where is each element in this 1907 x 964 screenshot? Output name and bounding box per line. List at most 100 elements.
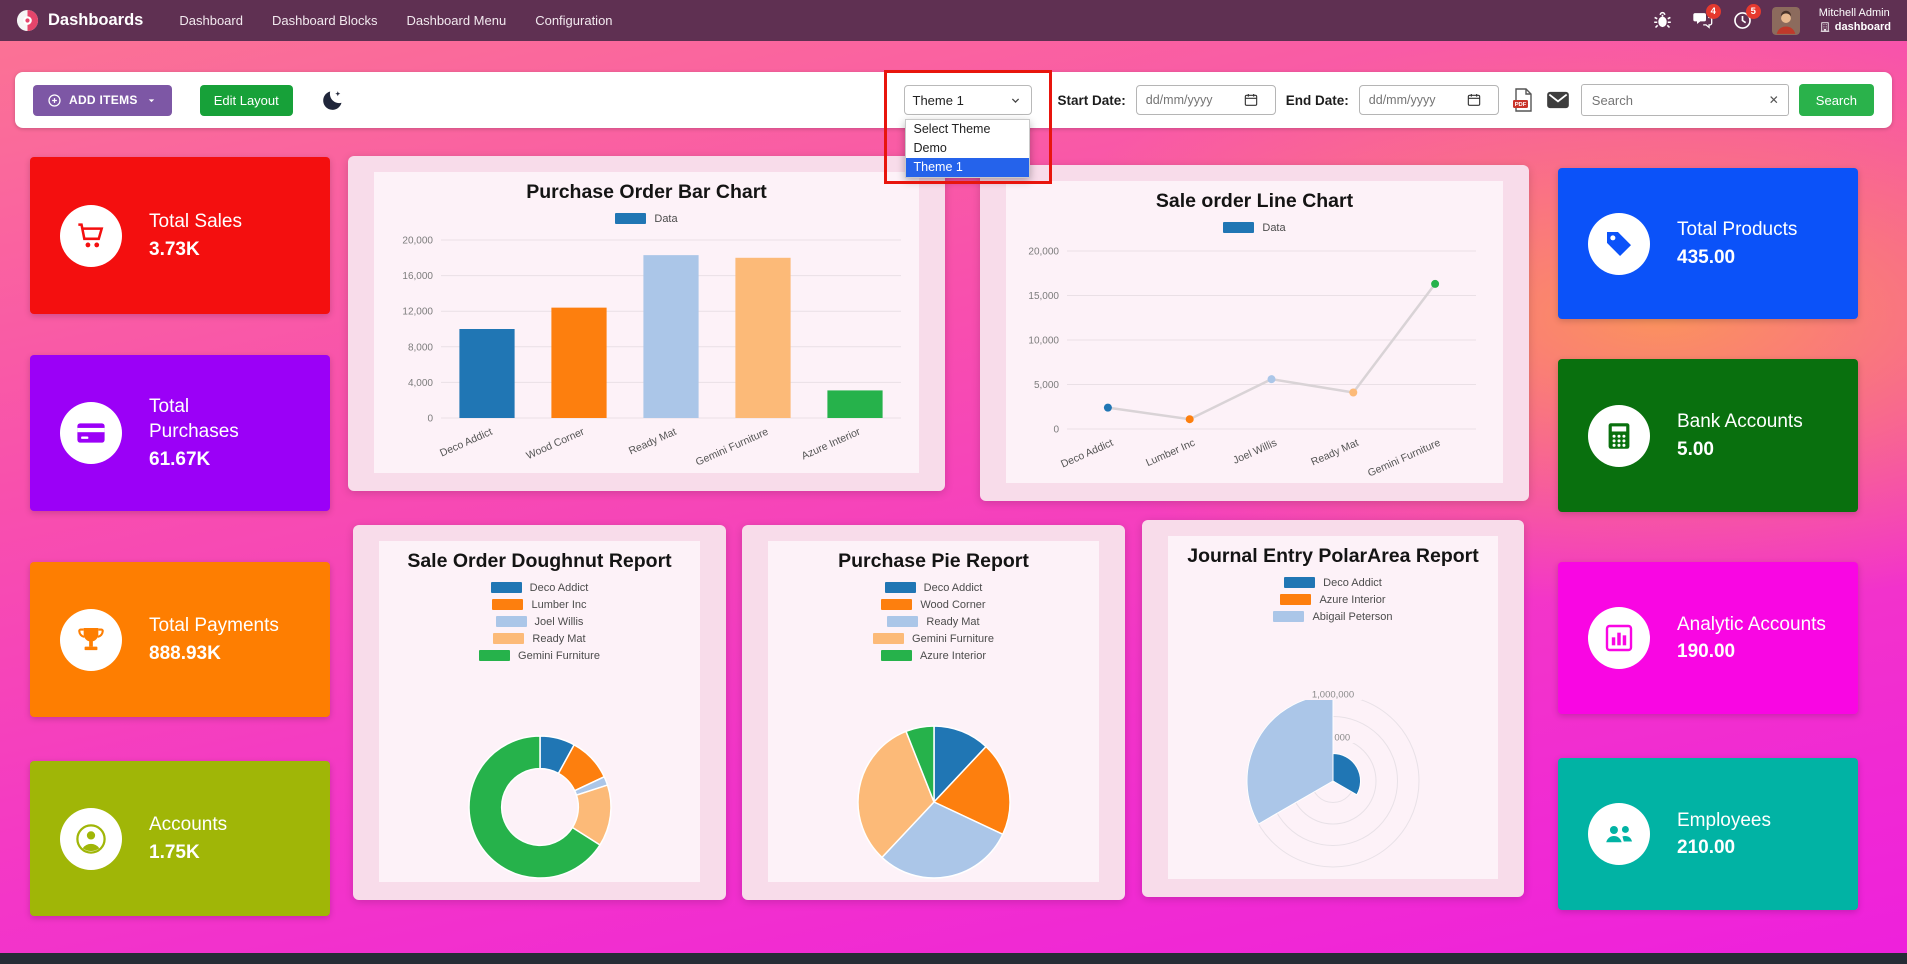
legend-color-chip <box>1223 222 1255 233</box>
chart-card-purchase-pie[interactable]: Purchase Pie Report Deco Addict Wood Corn… <box>742 525 1125 900</box>
user-avatar[interactable] <box>1771 6 1800 35</box>
calendar-icon[interactable] <box>1243 92 1259 108</box>
kpi-tile-employees[interactable]: Employees 210.00 <box>1558 758 1858 910</box>
export-pdf-icon[interactable]: PDF <box>1509 87 1535 113</box>
kpi-tile-total-products[interactable]: Total Products 435.00 <box>1558 168 1858 319</box>
tile-value: 190.00 <box>1677 641 1736 663</box>
theme-option[interactable]: Theme 1 <box>905 158 1029 177</box>
chart-legend: Deco Addict Azure Interior Abigail Peterso… <box>1273 574 1393 625</box>
messages-icon[interactable]: 4 <box>1692 4 1721 31</box>
legend-color-chip <box>490 582 522 593</box>
add-items-button[interactable]: ADD ITEMS <box>33 84 172 116</box>
legend-color-chip <box>615 213 647 224</box>
chart-card-sale-order-line[interactable]: Sale order Line Chart Data 0 5,000 10,000 1… <box>980 165 1529 501</box>
end-date-label: End Date: <box>1285 92 1349 108</box>
kpi-tile-total-purchases[interactable]: Total Purchases 61.67K <box>30 355 330 511</box>
svg-text:Lumber Inc: Lumber Inc <box>1144 437 1197 469</box>
chart-title: Journal Entry PolarArea Report <box>1187 545 1479 567</box>
legend-item: Joel Willis <box>495 615 584 628</box>
kpi-tile-total-payments[interactable]: Total Payments 888.93K <box>30 562 330 717</box>
start-date-label: Start Date: <box>1057 92 1126 108</box>
clock-icon <box>1732 10 1753 31</box>
svg-text:Ready Mat: Ready Mat <box>626 426 677 458</box>
doughnut-chart-canvas <box>467 735 612 879</box>
legend-item: Azure Interior <box>1280 594 1386 606</box>
legend-label: Ready Mat <box>926 615 980 628</box>
theme-option[interactable]: Demo <box>913 141 947 155</box>
tile-title: Accounts <box>149 814 228 836</box>
dark-mode-toggle[interactable] <box>321 88 345 112</box>
theme-select-widget: Theme 1 Select Theme Demo Theme 1 <box>883 70 1052 184</box>
tile-value: 435.00 <box>1677 246 1736 268</box>
legend-color-chip <box>881 599 913 610</box>
user-menu[interactable]: Mitchell Admin dashboard <box>1819 7 1891 33</box>
legend-label: Abigail Peterson <box>1312 610 1393 623</box>
app-title[interactable]: Dashboards <box>48 11 144 29</box>
legend-label: Deco Addict <box>529 581 589 594</box>
activities-icon[interactable]: 5 <box>1732 4 1761 31</box>
company-icon <box>1819 21 1831 33</box>
clear-search-icon[interactable]: ✕ <box>1768 93 1779 107</box>
dashboard-toolbar: ADD ITEMS Edit Layout Theme 1 Select The… <box>15 70 1892 184</box>
legend-item: Data <box>615 213 678 225</box>
theme-select[interactable]: Theme 1 <box>903 85 1032 115</box>
svg-text:Gemini Furniture: Gemini Furniture <box>1366 437 1442 480</box>
debug-icon[interactable] <box>1652 10 1673 31</box>
legend-item: Deco Addict <box>490 581 589 594</box>
legend-color-chip <box>493 633 525 644</box>
legend-label: Azure Interior <box>919 649 986 662</box>
user-name: Mitchell Admin <box>1818 7 1890 20</box>
menu-item-dashboard-blocks[interactable]: Dashboard Blocks <box>271 13 378 28</box>
chart-card-purchase-order-bar[interactable]: Purchase Order Bar Chart Data 0 4,000 8,00… <box>348 156 945 491</box>
search-button[interactable]: Search <box>1798 84 1874 116</box>
svg-text:4,000: 4,000 <box>407 378 432 389</box>
chart-panel: Journal Entry PolarArea Report Deco Addi… <box>1168 536 1498 879</box>
credit-card-icon <box>60 402 122 464</box>
chevron-down-icon <box>1008 93 1023 108</box>
legend-color-chip <box>880 650 912 661</box>
search-input[interactable] <box>1581 92 1794 108</box>
tile-title: Total Payments <box>149 615 279 637</box>
legend-item: Ready Mat <box>887 615 980 628</box>
user-icon <box>60 807 122 870</box>
legend-label: Deco Addict <box>923 581 983 594</box>
menu-item-dashboard-menu[interactable]: Dashboard Menu <box>406 13 507 28</box>
chart-title: Purchase Pie Report <box>838 550 1029 572</box>
chart-card-sale-order-doughnut[interactable]: Sale Order Doughnut Report Deco Addict Lu… <box>353 525 726 900</box>
legend-color-chip <box>495 616 527 627</box>
svg-text:Azure Interior: Azure Interior <box>799 426 862 463</box>
legend-label: Joel Willis <box>534 615 584 628</box>
end-date-input[interactable] <box>1359 93 1466 107</box>
svg-text:Deco Addict: Deco Addict <box>1059 437 1115 471</box>
svg-text:1,000,000: 1,000,000 <box>1312 690 1354 701</box>
svg-text:10,000: 10,000 <box>1028 336 1059 347</box>
calendar-icon[interactable] <box>1466 92 1482 108</box>
legend-label: Deco Addict <box>1323 576 1382 589</box>
chart-card-journal-polararea[interactable]: Journal Entry PolarArea Report Deco Addi… <box>1142 520 1524 897</box>
legend-color-chip <box>1280 594 1312 605</box>
chart-title: Sale order Line Chart <box>1155 190 1354 212</box>
chart-legend: Deco Addict Wood Corner Ready Mat Gemini Fu… <box>873 579 994 664</box>
kpi-tile-total-sales[interactable]: Total Sales 3.73K <box>30 157 330 314</box>
menu-item-dashboard[interactable]: Dashboard <box>179 13 243 28</box>
legend-label: Gemini Furniture <box>518 649 600 662</box>
chart-legend: Data <box>1223 219 1286 236</box>
tag-icon <box>1588 212 1650 275</box>
caret-down-icon <box>145 94 158 107</box>
legend-item: Gemini Furniture <box>873 633 994 645</box>
edit-layout-button[interactable]: Edit Layout <box>199 84 293 116</box>
kpi-tile-analytic-accounts[interactable]: Analytic Accounts 190.00 <box>1558 562 1858 714</box>
kpi-tile-bank-accounts[interactable]: Bank Accounts 5.00 <box>1558 359 1858 512</box>
menu-item-configuration[interactable]: Configuration <box>535 13 613 28</box>
svg-text:Wood Corner: Wood Corner <box>524 426 586 462</box>
legend-color-chip <box>887 616 919 627</box>
theme-option[interactable]: Select Theme <box>913 122 991 136</box>
chart-legend: Data <box>615 210 678 227</box>
theme-select-value: Theme 1 <box>912 92 964 108</box>
svg-text:5,000: 5,000 <box>1034 380 1059 391</box>
send-mail-icon[interactable] <box>1545 87 1571 113</box>
kpi-tile-accounts[interactable]: Accounts 1.75K <box>30 761 330 916</box>
legend-item: Data <box>1223 222 1286 234</box>
start-date-input[interactable] <box>1136 93 1243 107</box>
